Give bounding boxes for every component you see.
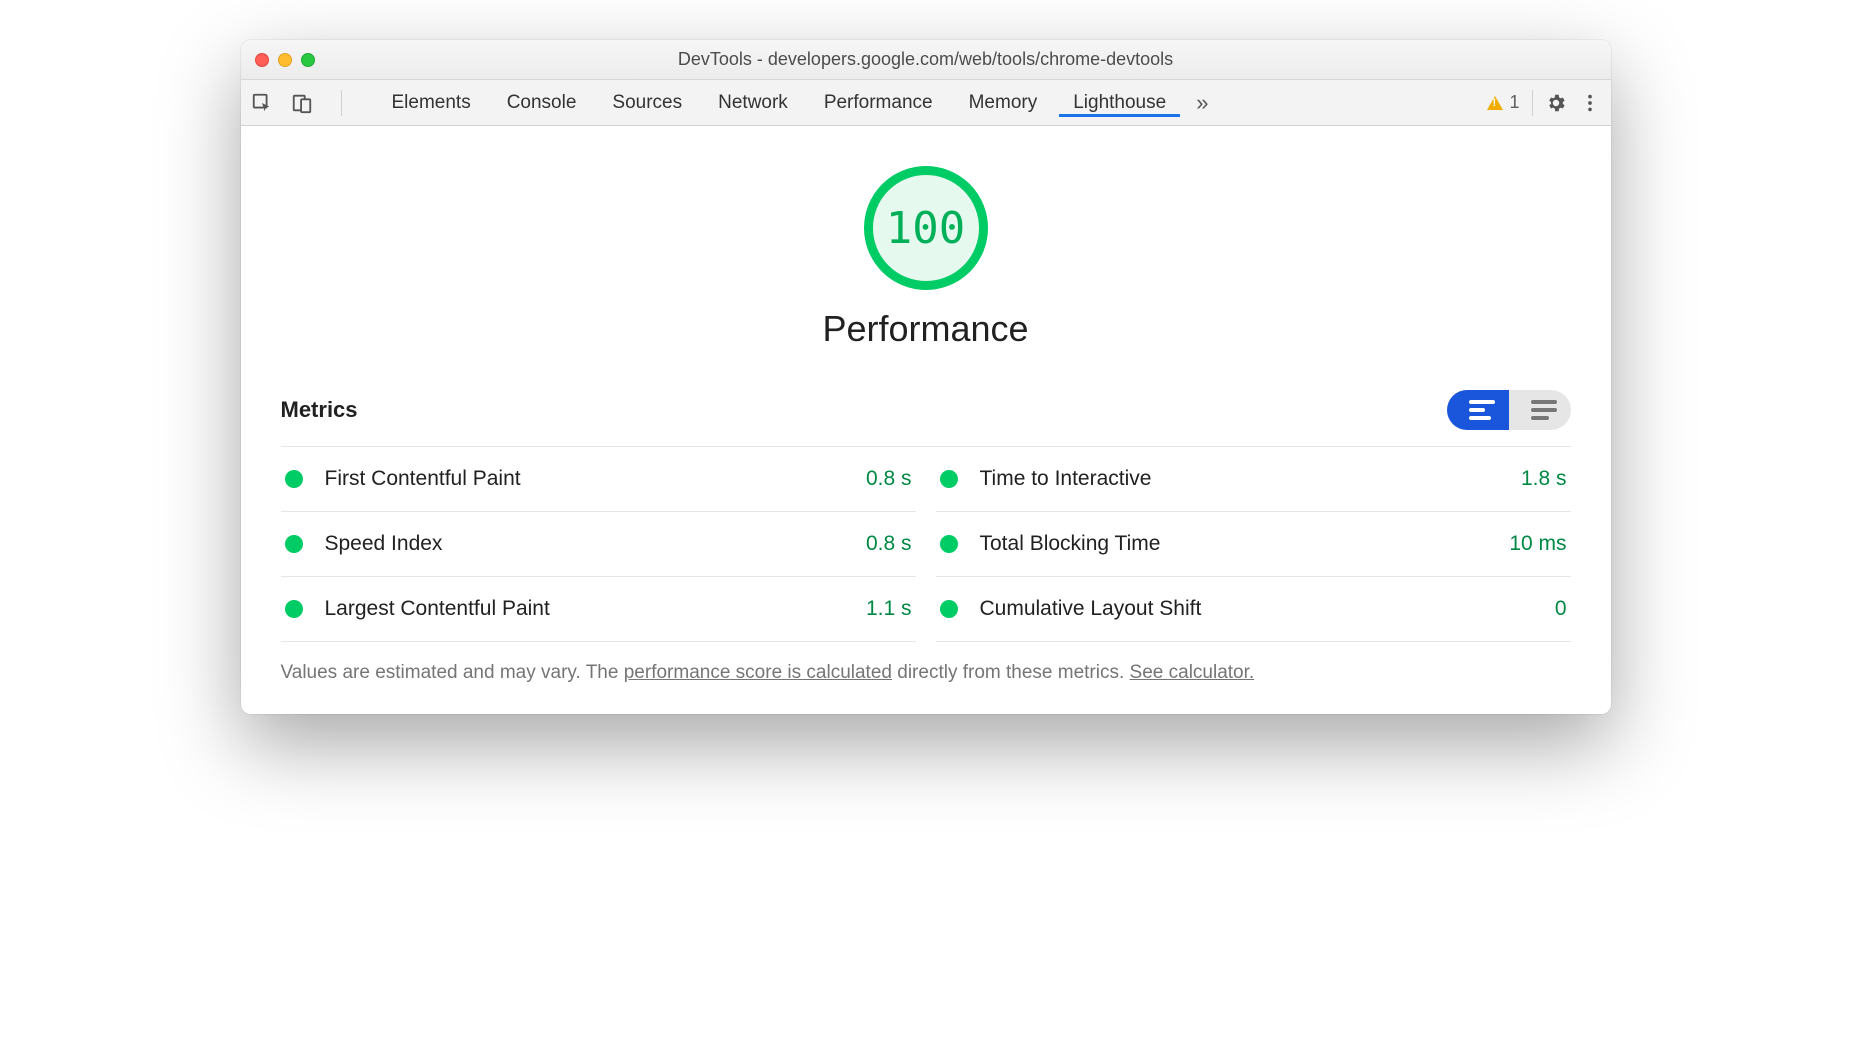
window-titlebar: DevTools - developers.google.com/web/too…: [241, 40, 1611, 80]
metric-value: 0.8 s: [866, 467, 912, 491]
metrics-footnote: Values are estimated and may vary. The p…: [281, 662, 1571, 684]
zoom-window-button[interactable]: [301, 53, 315, 67]
metric-name: Largest Contentful Paint: [325, 597, 550, 621]
metric-name: Total Blocking Time: [980, 532, 1161, 556]
tab-elements[interactable]: Elements: [374, 90, 489, 116]
panel-tabs: Elements Console Sources Network Perform…: [374, 90, 1221, 116]
bars-icon: [1531, 400, 1557, 420]
score-calc-link[interactable]: performance score is calculated: [624, 662, 892, 683]
calculator-link[interactable]: See calculator.: [1130, 662, 1255, 683]
status-dot-icon: [940, 470, 958, 488]
expanded-view-button[interactable]: [1509, 390, 1571, 430]
metric-row: Largest Contentful Paint 1.1 s: [281, 577, 916, 642]
metric-value: 10 ms: [1509, 532, 1566, 556]
metric-value: 0.8 s: [866, 532, 912, 556]
metric-row: Time to Interactive 1.8 s: [936, 447, 1571, 512]
toolbar-right: 1: [1487, 90, 1600, 116]
metric-row: Cumulative Layout Shift 0: [936, 577, 1571, 642]
view-toggle: [1447, 390, 1571, 430]
window-title: DevTools - developers.google.com/web/too…: [241, 49, 1611, 70]
more-options-icon[interactable]: [1579, 92, 1601, 114]
score-section: 100 Performance: [281, 166, 1571, 350]
status-dot-icon: [940, 600, 958, 618]
warnings-indicator[interactable]: 1: [1487, 92, 1519, 113]
compact-view-button[interactable]: [1447, 390, 1509, 430]
tab-console[interactable]: Console: [489, 90, 595, 116]
tab-network[interactable]: Network: [700, 90, 806, 116]
toggle-device-icon[interactable]: [291, 92, 313, 114]
footnote-text: directly from these metrics.: [892, 662, 1130, 683]
inspect-element-icon[interactable]: [251, 92, 273, 114]
toolbar-divider: [341, 90, 342, 116]
category-title: Performance: [281, 308, 1571, 350]
metric-value: 1.8 s: [1521, 467, 1567, 491]
toolbar-divider: [1532, 90, 1533, 116]
performance-score-gauge: 100: [864, 166, 988, 290]
devtools-window: DevTools - developers.google.com/web/too…: [241, 40, 1611, 714]
status-dot-icon: [285, 470, 303, 488]
tab-lighthouse[interactable]: Lighthouse: [1055, 90, 1184, 116]
warnings-count: 1: [1509, 92, 1519, 113]
status-dot-icon: [285, 600, 303, 618]
lighthouse-report: 100 Performance Metrics: [241, 126, 1611, 714]
settings-icon[interactable]: [1545, 92, 1567, 114]
bars-icon: [1469, 400, 1495, 420]
minimize-window-button[interactable]: [278, 53, 292, 67]
metric-name: First Contentful Paint: [325, 467, 521, 491]
devtools-toolbar: Elements Console Sources Network Perform…: [241, 80, 1611, 126]
status-dot-icon: [285, 535, 303, 553]
warning-icon: [1487, 96, 1503, 110]
metric-value: 1.1 s: [866, 597, 912, 621]
score-value: 100: [886, 203, 965, 254]
tab-sources[interactable]: Sources: [594, 90, 700, 116]
metric-value: 0: [1555, 597, 1567, 621]
metric-row: First Contentful Paint 0.8 s: [281, 447, 916, 512]
metrics-grid: First Contentful Paint 0.8 s Time to Int…: [281, 447, 1571, 642]
footnote-text: Values are estimated and may vary. The: [281, 662, 624, 683]
status-dot-icon: [940, 535, 958, 553]
metrics-heading: Metrics: [281, 397, 358, 423]
chevron-double-right-icon: »: [1196, 90, 1208, 116]
metric-row: Speed Index 0.8 s: [281, 512, 916, 577]
metric-row: Total Blocking Time 10 ms: [936, 512, 1571, 577]
tab-memory[interactable]: Memory: [951, 90, 1056, 116]
metric-name: Speed Index: [325, 532, 443, 556]
metric-name: Time to Interactive: [980, 467, 1152, 491]
window-controls: [255, 53, 315, 67]
toolbar-left: Elements Console Sources Network Perform…: [251, 90, 1221, 116]
metrics-header: Metrics: [281, 390, 1571, 447]
more-tabs-button[interactable]: »: [1184, 90, 1220, 116]
metric-name: Cumulative Layout Shift: [980, 597, 1202, 621]
tab-performance[interactable]: Performance: [806, 90, 951, 116]
close-window-button[interactable]: [255, 53, 269, 67]
